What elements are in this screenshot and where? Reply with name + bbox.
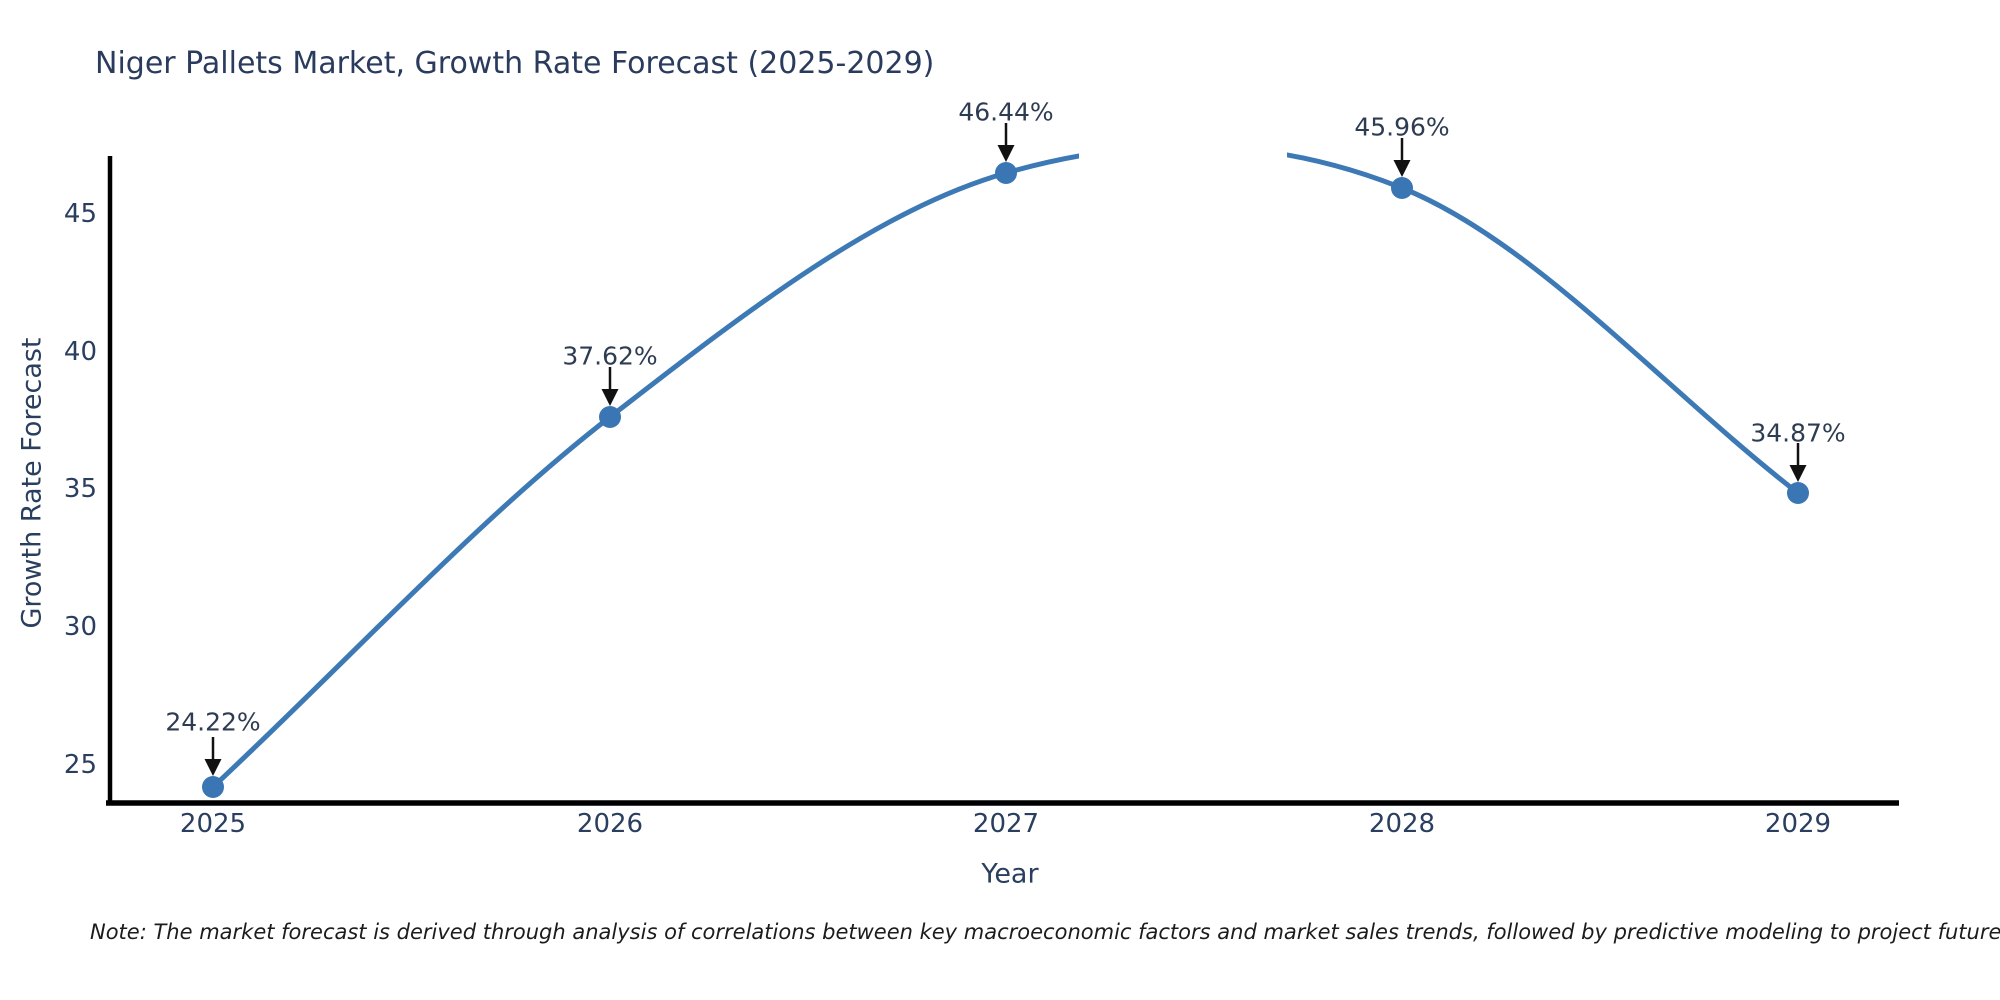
trend-line [210,143,1801,790]
x-tick-2026: 2026 [576,809,644,839]
y-tick-30: 30 [63,612,97,642]
data-point-2027 [995,162,1017,184]
data-label-2029: 34.87% [1750,418,1846,448]
data-label-2028: 45.96% [1354,112,1450,142]
data-point-2028 [1391,177,1413,199]
annotation-arrow-2027 [997,123,1015,162]
annotation-arrow-2029 [1789,443,1807,482]
x-axis-title: Year [981,858,1039,890]
y-tick-35: 35 [63,474,97,504]
annotation-arrow-2025 [204,737,222,776]
data-point-2029 [1787,482,1809,504]
data-label-2026: 37.62% [562,341,658,371]
trend-line-gap [1079,115,1287,230]
annotation-arrow-2028 [1393,138,1411,177]
y-tick-25: 25 [63,750,97,780]
x-tick-2027: 2027 [972,809,1040,839]
x-tick-2025: 2025 [179,809,247,839]
x-tick-2028: 2028 [1368,809,1436,839]
data-label-2025: 24.22% [165,707,261,737]
x-tick-2029: 2029 [1764,809,1832,839]
y-tick-45: 45 [63,199,97,229]
data-label-2027: 46.44% [958,97,1054,127]
footnote: Note: The market forecast is derived thr… [90,920,2000,944]
chart-title: Niger Pallets Market, Growth Rate Foreca… [95,46,935,81]
y-tick-40: 40 [63,337,97,367]
data-point-2025 [202,776,224,798]
data-point-2026 [599,406,621,428]
annotation-arrow-2026 [601,367,619,406]
